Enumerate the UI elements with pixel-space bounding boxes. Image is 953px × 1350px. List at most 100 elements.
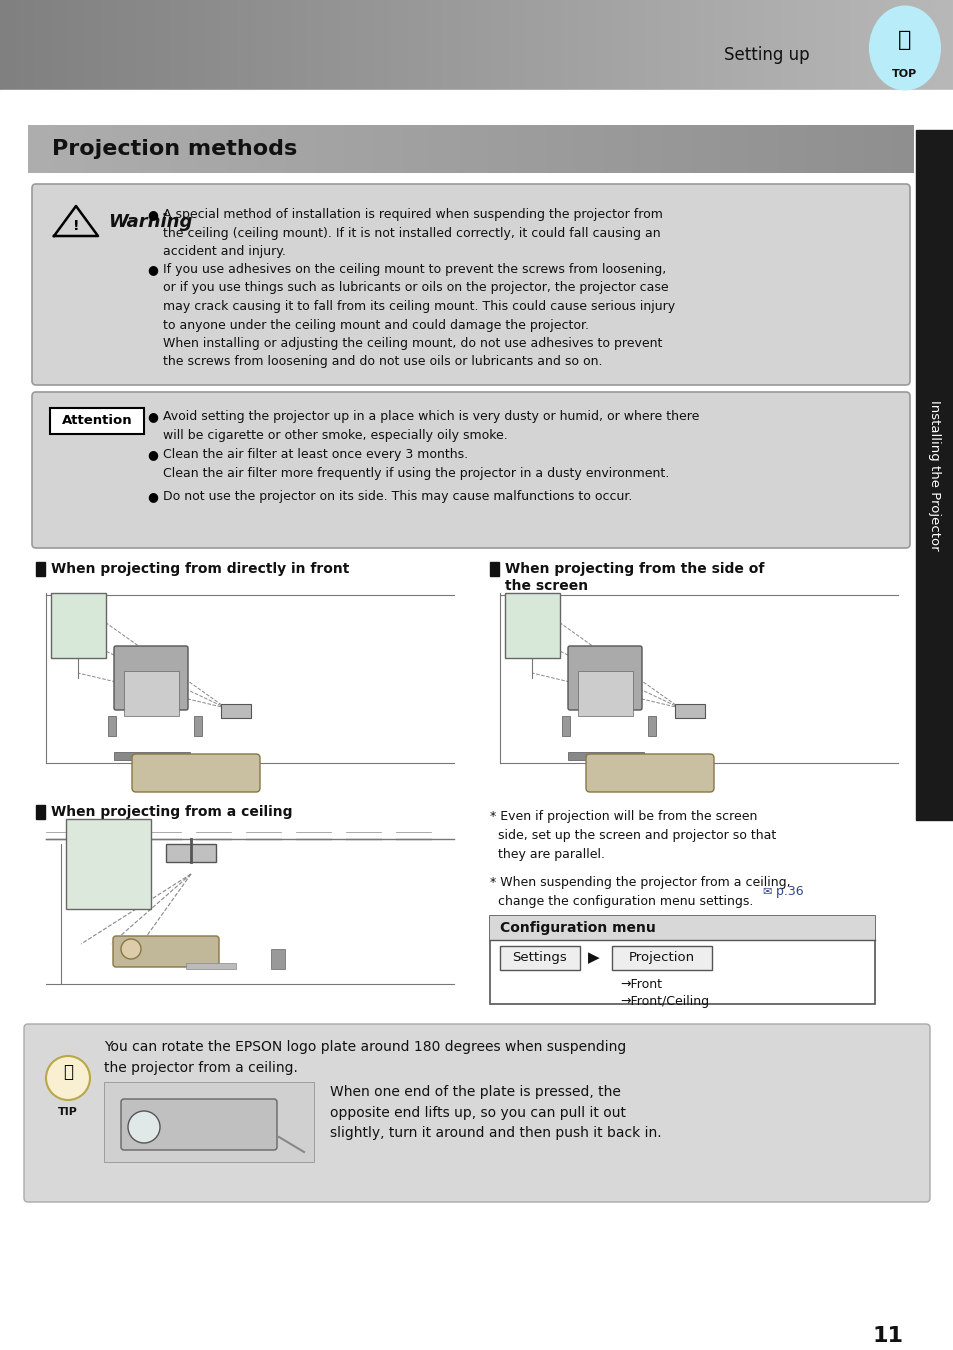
- Bar: [127, 126, 128, 173]
- Bar: [783, 126, 784, 173]
- Bar: [325, 126, 326, 173]
- Bar: [234, 0, 235, 90]
- Bar: [121, 126, 122, 173]
- Bar: [360, 0, 361, 90]
- Bar: [562, 0, 563, 90]
- Bar: [35, 126, 36, 173]
- Bar: [148, 0, 149, 90]
- Bar: [563, 126, 564, 173]
- Bar: [842, 126, 843, 173]
- Bar: [92, 126, 94, 173]
- Bar: [579, 0, 580, 90]
- Bar: [746, 126, 747, 173]
- Bar: [38, 0, 39, 90]
- Text: ●: ●: [148, 448, 158, 460]
- Bar: [937, 0, 938, 90]
- Bar: [773, 0, 774, 90]
- Bar: [889, 126, 890, 173]
- Bar: [192, 0, 193, 90]
- Bar: [816, 0, 817, 90]
- Bar: [340, 126, 341, 173]
- Bar: [866, 0, 867, 90]
- Bar: [845, 0, 846, 90]
- Bar: [575, 126, 576, 173]
- Bar: [470, 0, 471, 90]
- Bar: [452, 0, 453, 90]
- Text: * Even if projection will be from the screen
  side, set up the screen and proje: * Even if projection will be from the sc…: [490, 810, 776, 861]
- Bar: [373, 0, 374, 90]
- Bar: [572, 126, 573, 173]
- Bar: [579, 126, 580, 173]
- Bar: [372, 126, 373, 173]
- Bar: [843, 0, 844, 90]
- Bar: [227, 126, 228, 173]
- Bar: [900, 126, 901, 173]
- Bar: [83, 0, 84, 90]
- Bar: [892, 0, 893, 90]
- Bar: [188, 0, 189, 90]
- Bar: [592, 126, 593, 173]
- Bar: [559, 126, 560, 173]
- Bar: [350, 126, 351, 173]
- Bar: [102, 126, 103, 173]
- Bar: [643, 126, 644, 173]
- Bar: [324, 0, 325, 90]
- Bar: [807, 0, 808, 90]
- Bar: [414, 126, 415, 173]
- Bar: [413, 126, 414, 173]
- Bar: [910, 0, 911, 90]
- Bar: [45, 0, 46, 90]
- Bar: [697, 126, 698, 173]
- Bar: [193, 126, 194, 173]
- Bar: [569, 126, 571, 173]
- FancyBboxPatch shape: [132, 755, 260, 792]
- Bar: [206, 0, 207, 90]
- Bar: [560, 0, 561, 90]
- Bar: [276, 126, 277, 173]
- Bar: [697, 0, 698, 90]
- Bar: [392, 0, 393, 90]
- Bar: [13, 0, 14, 90]
- Bar: [436, 126, 437, 173]
- Bar: [784, 126, 785, 173]
- Bar: [578, 126, 579, 173]
- Bar: [782, 0, 783, 90]
- Bar: [739, 126, 740, 173]
- FancyBboxPatch shape: [112, 936, 219, 967]
- Bar: [707, 0, 708, 90]
- Bar: [275, 0, 276, 90]
- Text: Avoid setting the projector up in a place which is very dusty or humid, or where: Avoid setting the projector up in a plac…: [163, 410, 699, 441]
- Bar: [656, 126, 657, 173]
- Bar: [162, 0, 163, 90]
- Bar: [864, 0, 865, 90]
- Bar: [163, 0, 164, 90]
- Bar: [903, 0, 904, 90]
- Bar: [741, 126, 742, 173]
- Bar: [667, 0, 668, 90]
- Bar: [637, 126, 638, 173]
- Bar: [137, 0, 138, 90]
- Bar: [165, 126, 166, 173]
- Bar: [511, 126, 512, 173]
- Bar: [365, 126, 366, 173]
- Bar: [513, 0, 514, 90]
- Bar: [75, 126, 76, 173]
- Bar: [567, 126, 568, 173]
- Bar: [809, 0, 810, 90]
- Bar: [205, 0, 206, 90]
- Bar: [908, 0, 909, 90]
- Bar: [802, 0, 803, 90]
- Bar: [391, 126, 392, 173]
- Bar: [733, 0, 734, 90]
- Bar: [449, 0, 450, 90]
- Bar: [260, 0, 261, 90]
- Bar: [389, 0, 390, 90]
- Bar: [256, 0, 257, 90]
- Bar: [669, 0, 670, 90]
- Bar: [801, 0, 802, 90]
- Bar: [737, 126, 738, 173]
- Bar: [804, 0, 805, 90]
- Bar: [297, 0, 298, 90]
- Bar: [848, 126, 849, 173]
- Bar: [668, 126, 669, 173]
